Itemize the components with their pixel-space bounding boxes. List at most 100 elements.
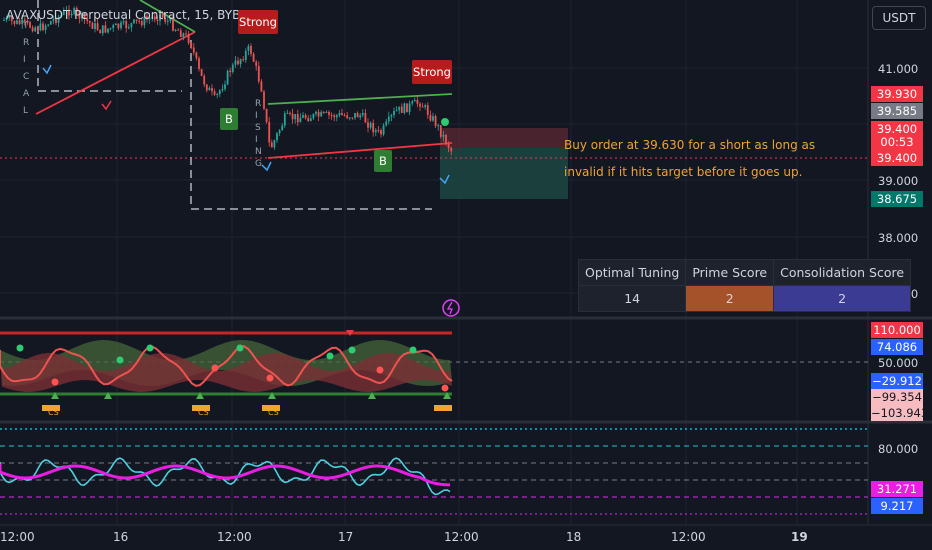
candle-body	[364, 112, 367, 123]
candle-body	[426, 105, 429, 115]
osc-up-triangle	[368, 392, 376, 399]
candle-body	[29, 22, 31, 28]
candle-body	[250, 45, 252, 54]
candle-body	[182, 33, 185, 37]
candle-body	[432, 116, 434, 121]
candle-body	[133, 19, 135, 24]
candle-body	[226, 70, 229, 85]
osc-axis-label: 50.000	[878, 356, 919, 370]
candle-body	[447, 144, 450, 149]
triangle-lower-line	[35, 31, 196, 115]
candle-body	[96, 23, 99, 31]
candle-body	[439, 125, 442, 137]
vertical-letter-rising: I	[255, 111, 258, 121]
candle-body	[52, 19, 55, 22]
annotation-line-1: Buy order at 39.630 for a short as long …	[564, 138, 816, 152]
cs-marker	[262, 405, 280, 411]
osc-dot	[211, 364, 219, 372]
osc-box-110: 110.000	[871, 322, 923, 338]
candle-body	[419, 103, 421, 107]
candle-body	[411, 101, 414, 104]
candle-body	[78, 11, 81, 19]
candle-body	[413, 100, 416, 102]
candle-body	[296, 114, 299, 123]
candle-body	[289, 112, 291, 114]
candle-body	[151, 16, 154, 19]
candle-body	[237, 60, 239, 65]
check-mark	[261, 161, 272, 172]
vertical-letter-triangle: I	[23, 55, 26, 65]
candle-body	[367, 122, 369, 128]
candle-body	[252, 53, 255, 62]
candle-body	[348, 117, 351, 119]
candle-body	[18, 20, 21, 25]
candle-body	[174, 29, 177, 31]
osc-up-triangle	[443, 392, 451, 399]
target-zone	[440, 148, 568, 199]
candle-body	[273, 140, 276, 148]
candle-body	[177, 29, 180, 31]
candle-body	[213, 91, 216, 95]
candle-body	[330, 114, 333, 116]
osc-dot	[16, 344, 24, 352]
candle-body	[257, 66, 260, 82]
candle-body	[265, 108, 268, 122]
cs-label: CS	[48, 408, 59, 417]
candle-body	[333, 115, 336, 118]
candle-body	[403, 103, 406, 113]
candle-body	[127, 27, 130, 29]
currency-button[interactable]: USDT	[872, 6, 926, 30]
candle-body	[268, 121, 271, 143]
osc-line	[0, 345, 453, 387]
candle-body	[88, 21, 91, 23]
candle-body	[60, 14, 63, 17]
osc-dot	[376, 366, 384, 374]
alert-bolt	[446, 301, 453, 315]
candle-body	[341, 113, 343, 116]
check-mark	[42, 64, 52, 75]
check-mark	[439, 174, 450, 185]
candle-body	[205, 84, 208, 91]
price-box-upper-target: 39.930	[871, 86, 923, 102]
buy-signal-label: B	[374, 150, 392, 172]
osc-dot	[236, 344, 244, 352]
time-axis-label: 16	[113, 530, 129, 544]
candle-body	[104, 25, 107, 33]
candle-body	[416, 100, 419, 104]
cs-label: CS	[198, 408, 209, 417]
candle-body	[153, 16, 156, 20]
candle-body	[138, 20, 141, 22]
candle-body	[263, 91, 265, 109]
strong-signal-label: Strong	[412, 60, 452, 84]
osc-dot	[146, 344, 154, 352]
candle-body	[270, 142, 273, 148]
candle-body	[23, 19, 26, 21]
score-header-prime: Prime Score	[685, 259, 775, 286]
candle-body	[231, 64, 234, 73]
price-box-last: 39.400	[871, 121, 923, 137]
candle-body	[140, 21, 143, 26]
triangle-upper-line	[139, 0, 196, 33]
candle-body	[156, 19, 159, 21]
score-table: Optimal Tuning Prime Score Consolidation…	[577, 259, 912, 312]
candle-body	[94, 23, 96, 29]
score-header-consolidation: Consolidation Score	[773, 259, 912, 286]
rsi-axis-label: 80.000	[878, 442, 919, 456]
vertical-letter-rising: N	[255, 147, 262, 157]
candle-body	[242, 59, 245, 61]
osc-dot	[441, 384, 449, 392]
candle-body	[317, 111, 320, 117]
buy-signal-label: B	[220, 108, 238, 130]
time-axis-label: 17	[338, 530, 354, 544]
candle-body	[315, 111, 317, 114]
candle-body	[244, 50, 247, 61]
candle-body	[13, 20, 16, 24]
candle-body	[307, 118, 310, 122]
osc-box-74: 74.086	[871, 339, 923, 355]
candle-body	[408, 103, 411, 113]
candle-body	[429, 114, 432, 121]
candle-body	[70, 13, 73, 16]
candle-body	[49, 21, 52, 25]
annotation-line-2: invalid if it hits target before it goes…	[564, 165, 803, 179]
